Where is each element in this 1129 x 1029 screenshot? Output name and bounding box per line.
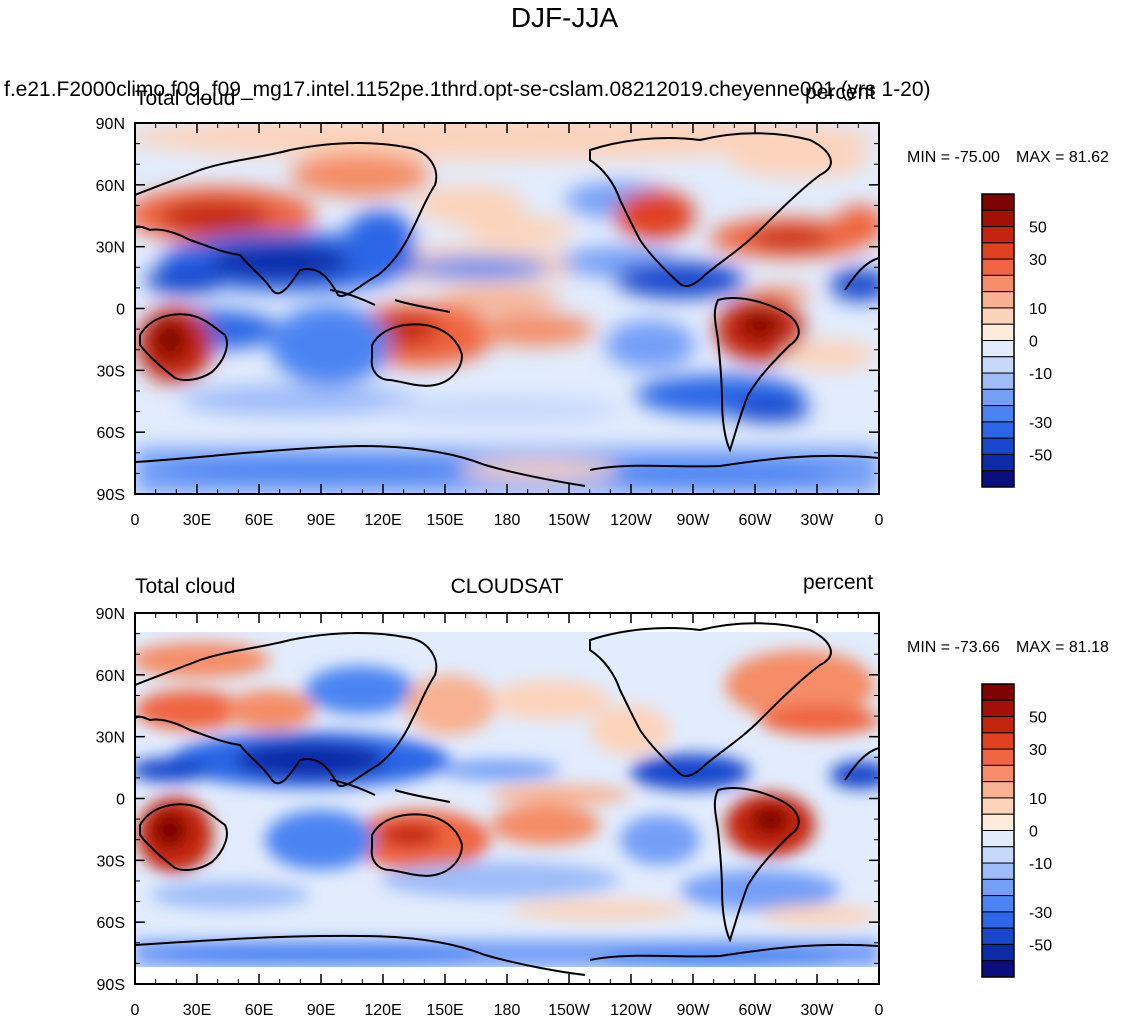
colorbar-label: 30 <box>1029 252 1047 269</box>
colorbar-label: 0 <box>1029 824 1038 841</box>
colorbar-swatch <box>981 813 1015 832</box>
colorbar-swatch <box>981 862 1015 880</box>
x-tick-label: 120W <box>610 512 653 529</box>
x-tick-label: 0 <box>131 512 140 529</box>
panel2-max-label: MAX = 81.18 <box>1016 639 1109 656</box>
colorbar-swatch <box>981 927 1015 945</box>
colorbar-label: -30 <box>1029 905 1052 922</box>
y-tick-label: 30S <box>97 853 125 870</box>
y-tick-label: 90N <box>96 606 125 623</box>
colorbar-swatch <box>981 764 1015 783</box>
x-tick-label: 150E <box>426 512 463 529</box>
colorbar-label: -50 <box>1029 447 1052 464</box>
x-tick-label: 150W <box>548 512 591 529</box>
panel2-center-string: CLOUDSAT <box>450 575 564 598</box>
colorbar-label: -10 <box>1029 856 1052 873</box>
x-tick-label: 90W <box>677 512 711 529</box>
x-tick-label: 150W <box>548 1002 591 1019</box>
colorbar-label: -50 <box>1029 937 1052 954</box>
x-tick-label: 60E <box>245 512 273 529</box>
panel2-right-string: percent <box>803 571 874 594</box>
x-tick-label: 90W <box>677 1002 711 1019</box>
colorbar-label: -10 <box>1029 366 1052 383</box>
panel1-left-string: Total cloud <box>135 87 236 110</box>
colorbar-label: 10 <box>1029 791 1047 808</box>
x-tick-label: 0 <box>875 512 884 529</box>
panel2-left-string: Total cloud <box>135 575 236 598</box>
x-tick-label: 180 <box>494 512 521 529</box>
colorbar-swatch <box>981 960 1015 978</box>
y-tick-label: 0 <box>116 302 125 319</box>
colorbar-swatch <box>981 716 1015 734</box>
y-tick-label: 60S <box>97 425 125 442</box>
colorbar-label: 50 <box>1029 710 1047 727</box>
y-tick-label: 0 <box>116 792 125 809</box>
colorbar-swatch <box>981 732 1015 750</box>
x-tick-label: 180 <box>494 1002 521 1019</box>
colorbar-label: 30 <box>1029 742 1047 759</box>
colorbar-swatch <box>981 699 1015 718</box>
colorbar-label: 0 <box>1029 334 1038 351</box>
colorbar-swatch <box>981 895 1015 913</box>
colorbar-swatch <box>981 846 1015 864</box>
colorbar-swatch <box>981 781 1015 799</box>
y-tick-label: 30N <box>96 240 125 257</box>
panel1-min-label: MIN = -75.00 <box>907 149 1000 166</box>
y-tick-label: 60S <box>97 915 125 932</box>
colorbar-swatch <box>981 683 1015 701</box>
x-tick-label: 90E <box>307 512 335 529</box>
x-tick-label: 120W <box>610 1002 653 1019</box>
x-tick-label: 60W <box>739 512 773 529</box>
colorbar-label: 50 <box>1029 220 1047 237</box>
colorbar-swatch <box>981 748 1015 766</box>
x-tick-label: 30E <box>183 1002 211 1019</box>
x-tick-label: 0 <box>131 1002 140 1019</box>
panel1-max-label: MAX = 81.62 <box>1016 149 1109 166</box>
colorbar-swatch <box>981 878 1015 897</box>
x-tick-label: 60E <box>245 1002 273 1019</box>
x-tick-label: 30W <box>801 512 835 529</box>
y-tick-label: 30S <box>97 363 125 380</box>
y-tick-label: 60N <box>96 178 125 195</box>
x-tick-label: 60W <box>739 1002 773 1019</box>
colorbar-frame <box>981 683 1015 978</box>
y-tick-label: 60N <box>96 668 125 685</box>
colorbar-swatch <box>981 943 1015 962</box>
y-tick-label: 30N <box>96 730 125 747</box>
x-tick-label: 30E <box>183 512 211 529</box>
colorbar-swatch <box>981 911 1015 929</box>
y-tick-label: 90S <box>97 977 125 994</box>
panel1-center-string: f.e21.F2000climo.f09_f09_mg17.intel.1152… <box>4 78 931 101</box>
colorbar-swatch <box>981 797 1015 815</box>
panel1-right-string: percent <box>805 81 876 104</box>
colorbar-label: 10 <box>1029 301 1047 318</box>
x-tick-label: 30W <box>801 1002 835 1019</box>
x-tick-label: 120E <box>364 512 401 529</box>
colorbar-swatch <box>981 830 1015 848</box>
colorbar-label: -30 <box>1029 415 1052 432</box>
x-tick-label: 150E <box>426 1002 463 1019</box>
colorbar-frame <box>981 193 1015 488</box>
panel2-min-label: MIN = -73.66 <box>907 639 1000 656</box>
panel1-coastlines <box>135 132 879 487</box>
x-tick-label: 0 <box>875 1002 884 1019</box>
panel1-axes: 0 30E 60E 90E 120E 150E 180 150W 120W 90W 60W 30W 09… <box>96 116 884 529</box>
figure-title: DJF-JJA <box>510 2 619 33</box>
panel2-axes: 0 30E 60E 90E 120E 150E 180 150W 120W 90W 60W 30W 09… <box>96 606 884 1019</box>
y-tick-label: 90S <box>97 487 125 504</box>
x-tick-label: 90E <box>307 1002 335 1019</box>
y-tick-label: 90N <box>96 116 125 133</box>
x-tick-label: 120E <box>364 1002 401 1019</box>
panel2-coastlines <box>135 622 879 976</box>
